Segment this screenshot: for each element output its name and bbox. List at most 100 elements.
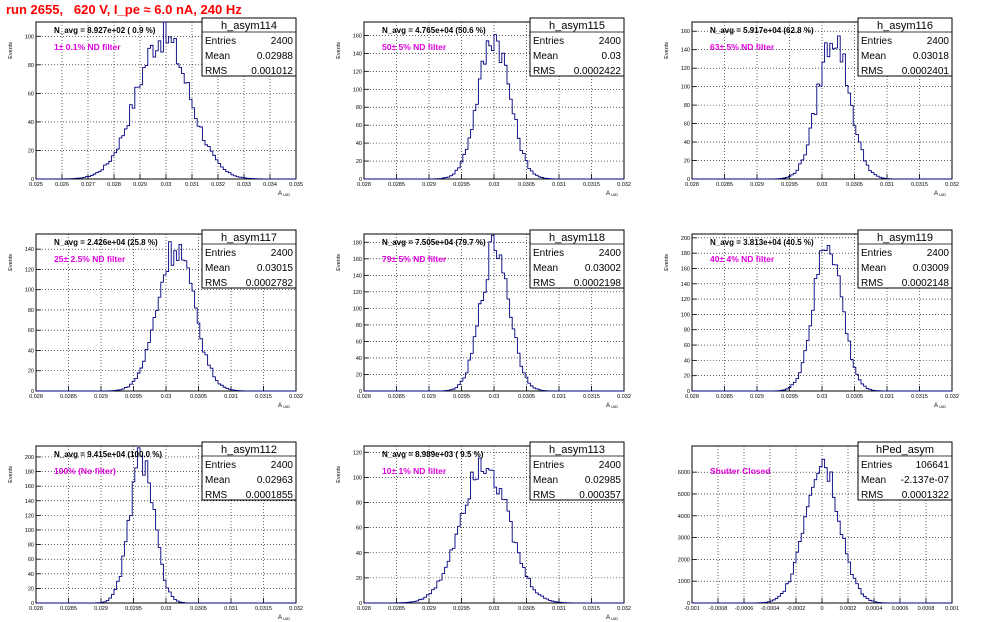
x-tick-label: 0.0305 bbox=[190, 606, 207, 612]
x-tick-label: 0.0305 bbox=[518, 182, 535, 188]
x-tick-label: 0.028 bbox=[357, 182, 371, 188]
x-tick-label: 0.0305 bbox=[846, 182, 863, 188]
x-tick-label: 0.001 bbox=[945, 606, 959, 612]
x-tick-label: 0.0004 bbox=[866, 606, 883, 612]
x-tick-label: 0.03 bbox=[817, 182, 828, 188]
histogram-name: h_asym114 bbox=[221, 20, 277, 32]
stats-key: RMS bbox=[533, 278, 556, 289]
stats-value: 0.0001322 bbox=[902, 490, 950, 501]
x-tick-label: 0.0315 bbox=[255, 394, 272, 400]
y-tick-label: 6000 bbox=[678, 470, 690, 476]
histogram-name: h_asym112 bbox=[221, 444, 277, 456]
x-tick-label: 0.0305 bbox=[518, 606, 535, 612]
x-tick-label: 0.031 bbox=[880, 394, 894, 400]
x-tick-label: 0.032 bbox=[617, 394, 631, 400]
x-tick-label: -0.0008 bbox=[709, 606, 728, 612]
x-tick-label: 0 bbox=[820, 606, 823, 612]
x-tick-label: 0.03 bbox=[489, 182, 500, 188]
y-axis-title: Events bbox=[8, 466, 14, 483]
x-tick-label: 0.0002 bbox=[840, 606, 857, 612]
y-tick-label: 100 bbox=[681, 312, 690, 318]
y-tick-label: 20 bbox=[684, 374, 690, 380]
x-axis-title: A UID bbox=[606, 615, 618, 621]
stats-value: 0.03002 bbox=[585, 263, 622, 274]
x-tick-label: 0.032 bbox=[945, 182, 959, 188]
stats-value: 2400 bbox=[927, 248, 950, 259]
y-tick-label: 100 bbox=[353, 306, 362, 312]
y-tick-label: 120 bbox=[353, 290, 362, 296]
stats-value: 0.001012 bbox=[251, 66, 293, 77]
x-axis-title: A UID bbox=[278, 191, 290, 197]
x-tick-label: 0.031 bbox=[880, 182, 894, 188]
y-tick-label: 20 bbox=[684, 159, 690, 165]
stats-value: 0.02985 bbox=[585, 475, 622, 486]
y-tick-label: 20 bbox=[356, 372, 362, 378]
stats-value: 2400 bbox=[599, 36, 622, 47]
x-tick-label: 0.029 bbox=[94, 394, 108, 400]
histogram-line bbox=[364, 234, 624, 392]
x-tick-label: 0.0285 bbox=[388, 182, 405, 188]
y-tick-label: 60 bbox=[28, 557, 34, 563]
x-tick-label: 0.0295 bbox=[781, 394, 798, 400]
y-tick-label: 80 bbox=[356, 323, 362, 329]
navg-label: N_avg = 8.989e+03 ( 9.5 %) bbox=[382, 450, 484, 459]
stats-box: h_asym116 Entries 2400 Mean 0.03018 RMS 0.0002… bbox=[857, 17, 953, 77]
stats-value: -2.137e-07 bbox=[901, 475, 950, 486]
x-tick-label: 0.028 bbox=[685, 394, 699, 400]
stats-key: Entries bbox=[205, 248, 236, 259]
histogram-pad-h_asym119: 0.028 0.0285 0.029 0.0295 0.03 0.0305 0.031 0.0… bbox=[664, 229, 959, 409]
y-tick-label: 5000 bbox=[678, 492, 690, 498]
x-tick-label: -0.0002 bbox=[787, 606, 806, 612]
stats-key: Entries bbox=[533, 248, 564, 259]
y-tick-label: 200 bbox=[25, 455, 34, 461]
y-tick-label: 180 bbox=[681, 251, 690, 257]
y-tick-label: 80 bbox=[28, 543, 34, 549]
stats-key: Mean bbox=[533, 263, 558, 274]
stats-value: 0.03018 bbox=[913, 51, 950, 62]
y-tick-label: 100 bbox=[353, 475, 362, 481]
stats-value: 0.000357 bbox=[579, 490, 621, 501]
y-tick-label: 160 bbox=[25, 484, 34, 490]
x-tick-label: 0.031 bbox=[552, 394, 566, 400]
x-tick-label: 0.0315 bbox=[255, 606, 272, 612]
stats-value: 2400 bbox=[271, 460, 294, 471]
y-tick-label: 0 bbox=[359, 177, 362, 183]
stats-key: Entries bbox=[861, 460, 892, 471]
y-tick-label: 80 bbox=[356, 501, 362, 507]
x-tick-label: 0.0285 bbox=[716, 394, 733, 400]
histogram-pad-h_asym116: 0.028 0.0285 0.029 0.0295 0.03 0.0305 0.031 0.0… bbox=[664, 17, 959, 197]
histogram-name: h_asym115 bbox=[549, 20, 605, 32]
y-tick-label: 40 bbox=[356, 141, 362, 147]
y-tick-label: 160 bbox=[353, 257, 362, 263]
x-tick-label: 0.031 bbox=[552, 606, 566, 612]
navg-label: N_avg = 4.765e+04 (50.6 %) bbox=[382, 26, 486, 35]
y-tick-label: 3000 bbox=[678, 536, 690, 542]
y-tick-label: 120 bbox=[681, 66, 690, 72]
stats-box: h_asym118 Entries 2400 Mean 0.03002 RMS 0.0002… bbox=[529, 229, 625, 289]
histogram-name: h_asym118 bbox=[549, 232, 605, 244]
stats-value: 0.0002422 bbox=[574, 66, 622, 77]
y-tick-label: 200 bbox=[681, 236, 690, 242]
y-tick-label: 60 bbox=[684, 343, 690, 349]
stats-box-frame bbox=[201, 17, 297, 77]
histogram-line bbox=[364, 34, 624, 180]
x-tick-label: 0.0315 bbox=[583, 394, 600, 400]
x-tick-label: 0.028 bbox=[357, 606, 371, 612]
y-tick-label: 0 bbox=[31, 389, 34, 395]
y-axis-title: Events bbox=[8, 42, 14, 59]
histogram-name: h_asym117 bbox=[221, 232, 277, 244]
stats-box: h_asym113 Entries 2400 Mean 0.02985 RMS 0.0003… bbox=[529, 441, 625, 501]
stats-box-frame bbox=[529, 441, 625, 501]
x-tick-label: 0.03 bbox=[161, 182, 172, 188]
stats-box-frame bbox=[857, 17, 953, 77]
stats-box-frame bbox=[857, 441, 953, 501]
y-tick-label: 80 bbox=[684, 103, 690, 109]
navg-label: N_avg = 8.927e+02 ( 0.9 %) bbox=[54, 26, 156, 35]
stats-key: Entries bbox=[205, 36, 236, 47]
x-tick-label: 0.028 bbox=[107, 182, 121, 188]
y-axis-title: Events bbox=[336, 466, 342, 483]
y-tick-label: 180 bbox=[25, 470, 34, 476]
y-tick-label: 0 bbox=[359, 389, 362, 395]
y-tick-label: 40 bbox=[684, 140, 690, 146]
y-tick-label: 20 bbox=[28, 148, 34, 154]
